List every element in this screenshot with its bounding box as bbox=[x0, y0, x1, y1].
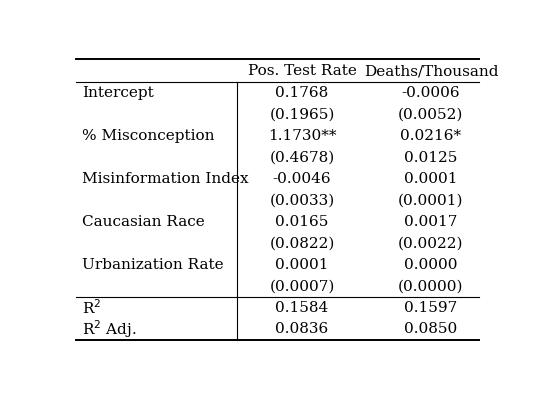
Text: 0.0165: 0.0165 bbox=[275, 215, 329, 229]
Text: (0.0007): (0.0007) bbox=[269, 279, 335, 294]
Text: (0.1965): (0.1965) bbox=[269, 108, 335, 121]
Text: 1.1730**: 1.1730** bbox=[268, 129, 337, 143]
Text: Pos. Test Rate: Pos. Test Rate bbox=[248, 64, 357, 78]
Text: 0.0017: 0.0017 bbox=[404, 215, 458, 229]
Text: 0.0836: 0.0836 bbox=[275, 323, 328, 336]
Text: (0.0000): (0.0000) bbox=[398, 279, 464, 294]
Text: 0.1768: 0.1768 bbox=[275, 86, 328, 100]
Text: (0.0033): (0.0033) bbox=[269, 194, 335, 208]
Text: (0.0052): (0.0052) bbox=[398, 108, 464, 121]
Text: 0.0216*: 0.0216* bbox=[400, 129, 461, 143]
Text: 0.0850: 0.0850 bbox=[404, 323, 458, 336]
Text: Deaths/Thousand: Deaths/Thousand bbox=[364, 64, 498, 78]
Text: Intercept: Intercept bbox=[82, 86, 154, 100]
Text: Urbanization Rate: Urbanization Rate bbox=[82, 258, 224, 272]
Text: R$^2$ Adj.: R$^2$ Adj. bbox=[82, 319, 137, 340]
Text: Misinformation Index: Misinformation Index bbox=[82, 172, 249, 186]
Text: 0.1597: 0.1597 bbox=[404, 301, 458, 315]
Text: 0.0125: 0.0125 bbox=[404, 151, 458, 165]
Text: (0.0001): (0.0001) bbox=[398, 194, 464, 208]
Text: 0.0001: 0.0001 bbox=[275, 258, 329, 272]
Text: (0.0822): (0.0822) bbox=[269, 237, 335, 250]
Text: % Misconception: % Misconception bbox=[82, 129, 215, 143]
Text: -0.0006: -0.0006 bbox=[401, 86, 460, 100]
Text: 0.0000: 0.0000 bbox=[404, 258, 458, 272]
Text: -0.0046: -0.0046 bbox=[273, 172, 331, 186]
Text: (0.4678): (0.4678) bbox=[269, 151, 335, 165]
Text: Caucasian Race: Caucasian Race bbox=[82, 215, 205, 229]
Text: 0.1584: 0.1584 bbox=[275, 301, 328, 315]
Text: 0.0001: 0.0001 bbox=[404, 172, 458, 186]
Text: (0.0022): (0.0022) bbox=[398, 237, 464, 250]
Text: R$^2$: R$^2$ bbox=[82, 299, 102, 317]
